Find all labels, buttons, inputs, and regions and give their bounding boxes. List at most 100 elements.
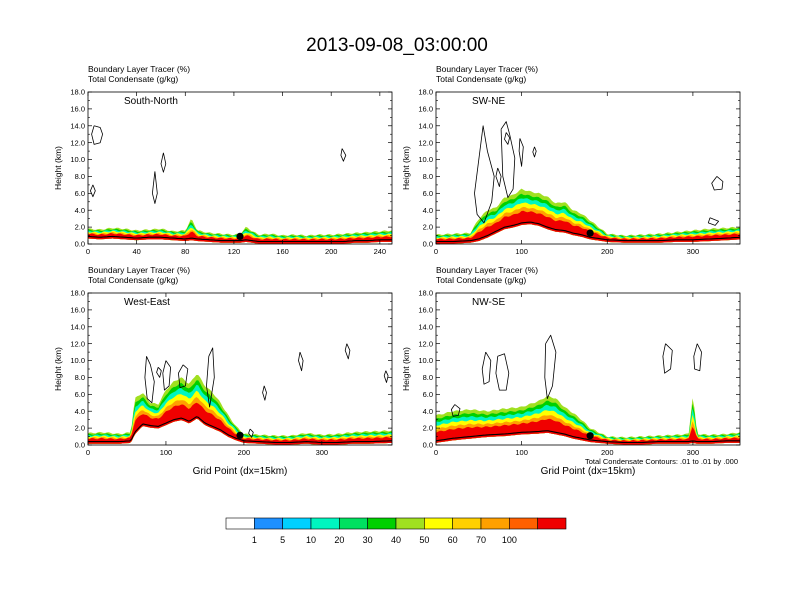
plot-area xyxy=(88,125,392,244)
y-tick-label: 8.0 xyxy=(423,172,433,181)
y-tick-label: 4.0 xyxy=(75,407,85,416)
y-tick-label: 6.0 xyxy=(423,390,433,399)
subtitle-tracer: Boundary Layer Tracer (%) xyxy=(88,64,190,74)
y-tick-label: 10.0 xyxy=(418,356,433,365)
y-tick-label: 14.0 xyxy=(70,322,85,331)
figure-title: 2013-09-08_03:00:00 xyxy=(306,35,488,56)
band-100 xyxy=(436,418,740,445)
x-tick-label: 0 xyxy=(434,247,438,256)
y-axis-label: Height (km) xyxy=(53,146,63,190)
x-tick-label: 300 xyxy=(316,448,329,457)
x-tick-label: 80 xyxy=(181,247,189,256)
subtitle-condensate: Total Condensate (g/kg) xyxy=(88,74,178,84)
y-tick-label: 18.0 xyxy=(418,289,433,298)
panel-name: South-North xyxy=(124,96,178,107)
panel-south-north: Boundary Layer Tracer (%)Total Condensat… xyxy=(53,64,393,256)
condensate-contour xyxy=(156,367,162,378)
subtitle-condensate: Total Condensate (g/kg) xyxy=(436,275,526,285)
terrain-line xyxy=(88,416,392,444)
y-tick-label: 0.0 xyxy=(75,441,85,450)
y-tick-label: 2.0 xyxy=(423,223,433,232)
colorbar-swatch xyxy=(452,517,482,530)
condensate-contour xyxy=(474,125,495,224)
y-tick-label: 12.0 xyxy=(418,138,433,147)
colorbar-swatch xyxy=(509,517,538,530)
location-marker xyxy=(236,232,244,240)
condensate-contour xyxy=(495,353,510,391)
x-tick-label: 240 xyxy=(374,247,387,256)
x-tick-label: 0 xyxy=(86,448,90,457)
panel-name: SW-NE xyxy=(472,96,505,107)
y-tick-label: 16.0 xyxy=(418,305,433,314)
y-tick-label: 10.0 xyxy=(418,155,433,164)
x-tick-label: 200 xyxy=(325,247,338,256)
band-100 xyxy=(436,210,740,244)
condensate-contour xyxy=(662,343,673,374)
colorbar-label: 1 xyxy=(252,535,257,545)
condensate-contour xyxy=(544,334,557,400)
plot-area xyxy=(436,121,740,244)
x-tick-label: 100 xyxy=(515,247,528,256)
x-tick-label: 200 xyxy=(238,448,251,457)
condensate-contour xyxy=(262,385,267,401)
colorbar-swatch xyxy=(225,517,255,530)
y-tick-label: 4.0 xyxy=(423,206,433,215)
colorbar-label: 5 xyxy=(280,535,285,545)
x-tick-label: 0 xyxy=(86,247,90,256)
colorbar-label: 70 xyxy=(476,535,486,545)
y-tick-label: 18.0 xyxy=(418,88,433,97)
condensate-contour xyxy=(177,364,189,389)
y-axis-label: Height (km) xyxy=(53,347,63,391)
plot-area xyxy=(88,343,392,445)
subtitle-condensate: Total Condensate (g/kg) xyxy=(88,275,178,285)
band-70 xyxy=(436,415,740,445)
condensate-contour xyxy=(248,428,254,438)
colorbar-swatch xyxy=(395,517,425,530)
x-tick-label: 300 xyxy=(687,448,700,457)
y-tick-label: 8.0 xyxy=(75,172,85,181)
condensate-contour xyxy=(504,132,511,145)
x-tick-label: 200 xyxy=(601,448,614,457)
y-tick-label: 12.0 xyxy=(70,339,85,348)
terrain-line xyxy=(88,235,392,243)
x-tick-label: 300 xyxy=(687,247,700,256)
condensate-contour xyxy=(162,360,172,391)
x-axis-label: Grid Point (dx=15km) xyxy=(541,466,636,477)
plot-frame xyxy=(87,91,393,245)
colorbar: 1 5 10 20 30 40 50 60 70 100 xyxy=(225,517,567,545)
colorbar-label: 40 xyxy=(391,535,401,545)
y-tick-label: 18.0 xyxy=(70,289,85,298)
y-tick-label: 16.0 xyxy=(418,104,433,113)
y-tick-label: 0.0 xyxy=(75,240,85,249)
y-tick-label: 10.0 xyxy=(70,155,85,164)
x-tick-label: 100 xyxy=(160,448,173,457)
x-tick-label: 100 xyxy=(515,448,528,457)
x-tick-label: 0 xyxy=(434,448,438,457)
colorbar-label: 60 xyxy=(448,535,458,545)
y-tick-label: 12.0 xyxy=(70,138,85,147)
colorbar-label: 20 xyxy=(334,535,344,545)
y-axis-label: Height (km) xyxy=(401,347,411,391)
y-tick-label: 4.0 xyxy=(423,407,433,416)
y-tick-label: 14.0 xyxy=(70,121,85,130)
x-axis-label: Grid Point (dx=15km) xyxy=(193,466,288,477)
condensate-contour xyxy=(711,176,724,191)
y-tick-label: 18.0 xyxy=(70,88,85,97)
x-tick-label: 160 xyxy=(276,247,289,256)
panel-name: NW-SE xyxy=(472,297,505,308)
condensate-contour xyxy=(206,347,215,408)
y-tick-label: 6.0 xyxy=(75,390,85,399)
y-tick-label: 14.0 xyxy=(418,121,433,130)
y-tick-label: 8.0 xyxy=(423,373,433,382)
colorbar-swatch xyxy=(282,517,312,530)
subtitle-tracer: Boundary Layer Tracer (%) xyxy=(436,265,538,275)
y-tick-label: 16.0 xyxy=(70,305,85,314)
condensate-contour xyxy=(383,370,389,383)
y-tick-label: 0.0 xyxy=(423,240,433,249)
colorbar-label: 10 xyxy=(306,535,316,545)
panel-name: West-East xyxy=(124,297,170,308)
x-tick-label: 120 xyxy=(228,247,241,256)
condensate-contour xyxy=(481,351,492,385)
y-tick-label: 12.0 xyxy=(418,339,433,348)
